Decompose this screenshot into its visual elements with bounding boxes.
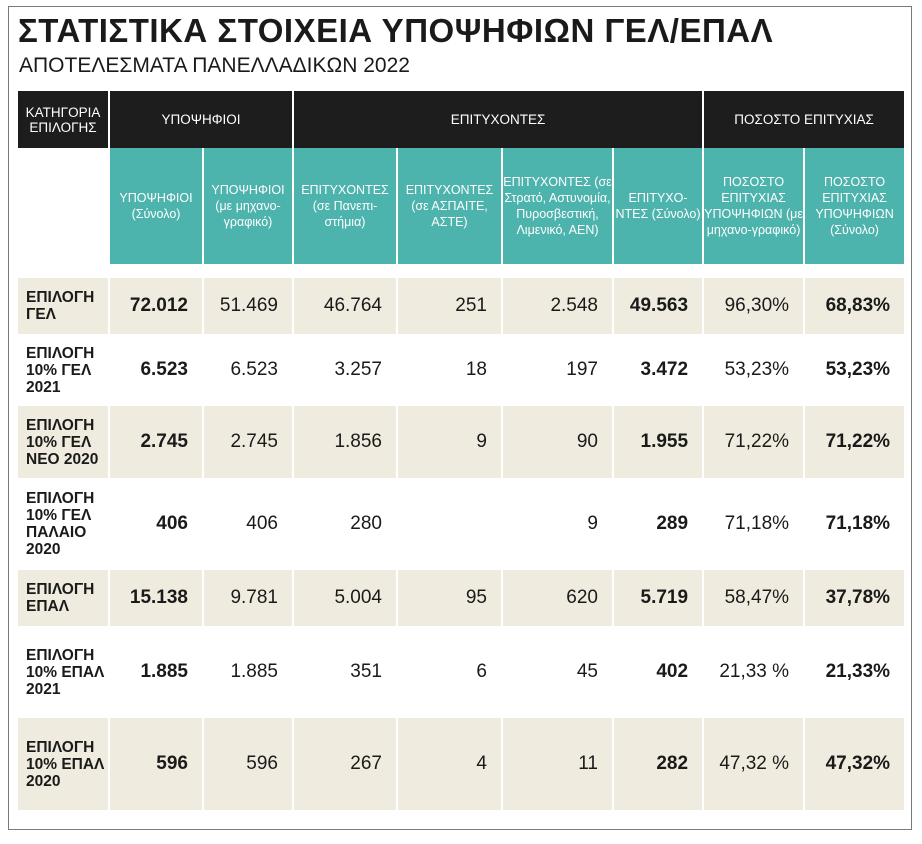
table-cell: 280 <box>294 478 398 570</box>
column-header: ΕΠΙΤΥΧΟΝΤΕΣ (σε ΑΣΠΑΙΤΕ, ΑΣΤΕ) <box>398 148 503 264</box>
header-success-rate: ΠΟΣΟΣΤΟ ΕΠΙΤΥΧΙΑΣ <box>704 91 905 148</box>
table-row: ΕΠΙΛΟΓΗ ΕΠΑΛ 15.138 9.781 5.004 95 620 5.719 58… <box>18 570 905 626</box>
table-cell: 4 <box>398 718 503 810</box>
column-header: ΥΠΟΨΗΦΙΟΙ (Σύνολο) <box>110 148 204 264</box>
row-label: ΕΠΙΛΟΓΗ 10% ΕΠΑΛ 2021 <box>18 626 110 718</box>
page-title: ΣΤΑΤΙΣΤΙΚΑ ΣΤΟΙΧΕΙΑ ΥΠΟΨΗΦΙΩΝ ΓΕΛ/ΕΠΑΛ <box>18 12 774 49</box>
table-cell: 267 <box>294 718 398 810</box>
table-cell: 2.745 <box>110 406 204 478</box>
table-cell: 3.472 <box>614 334 705 406</box>
table-cell: 53,23% <box>704 334 806 406</box>
column-header: ΕΠΙΤΥΧΟΝΤΕΣ (σε Πανεπι-στήμια) <box>294 148 398 264</box>
table-row: ΕΠΙΛΟΓΗ 10% ΕΠΑΛ 2021 1.885 1.885 351 6 45 402… <box>18 626 905 718</box>
table-cell: 71,18% <box>704 478 806 570</box>
table-cell: 3.257 <box>294 334 398 406</box>
table-cell: 351 <box>294 626 398 718</box>
table-cell: 6.523 <box>204 334 294 406</box>
table-cell: 71,22% <box>704 406 806 478</box>
column-header: ΥΠΟΨΗΦΙΟΙ (με μηχανο-γραφικό) <box>204 148 294 264</box>
table-cell: 47,32% <box>805 718 905 810</box>
table-cell <box>398 478 503 570</box>
header-blank-cell <box>18 148 110 264</box>
header-category: ΚΑΤΗΓΟΡΙΑ ΕΠΙΛΟΓΗΣ <box>18 91 110 148</box>
row-label: ΕΠΙΛΟΓΗ 10% ΓΕΛ ΝΕΟ 2020 <box>18 406 110 478</box>
table-cell: 9 <box>503 478 614 570</box>
spacer-row <box>18 264 905 278</box>
header-successful: ΕΠΙΤΥΧΟΝΤΕΣ <box>294 91 705 148</box>
table-cell: 49.563 <box>614 278 705 334</box>
column-header: ΕΠΙΤΥΧΟΝΤΕΣ (σε Στρατό, Αστυνομία, Πυροσ… <box>503 148 614 264</box>
group-header-row: ΚΑΤΗΓΟΡΙΑ ΕΠΙΛΟΓΗΣ ΥΠΟΨΗΦΙΟΙ ΕΠΙΤΥΧΟΝΤΕΣ… <box>18 91 905 148</box>
table-cell: 596 <box>110 718 204 810</box>
row-label: ΕΠΙΛΟΓΗ ΓΕΛ <box>18 278 110 334</box>
table-cell: 1.856 <box>294 406 398 478</box>
table-cell: 15.138 <box>110 570 204 626</box>
table-cell: 2.548 <box>503 278 614 334</box>
table-cell: 1.885 <box>110 626 204 718</box>
table-cell: 90 <box>503 406 614 478</box>
table-cell: 9 <box>398 406 503 478</box>
table-row: ΕΠΙΛΟΓΗ 10% ΓΕΛ ΠΑΛΑΙΟ 2020 406 406 280 9 289… <box>18 478 905 570</box>
table-cell: 197 <box>503 334 614 406</box>
table-cell: 72.012 <box>110 278 204 334</box>
table-row: ΕΠΙΛΟΓΗ 10% ΓΕΛ 2021 6.523 6.523 3.257 18 197… <box>18 334 905 406</box>
column-header: ΕΠΙΤΥΧΟ-ΝΤΕΣ (Σύνολο) <box>614 148 705 264</box>
table-cell: 71,18% <box>805 478 905 570</box>
table-cell: 406 <box>110 478 204 570</box>
row-label: ΕΠΙΛΟΓΗ ΕΠΑΛ <box>18 570 110 626</box>
header-candidates: ΥΠΟΨΗΦΙΟΙ <box>110 91 294 148</box>
table-cell: 596 <box>204 718 294 810</box>
table-row: ΕΠΙΛΟΓΗ 10% ΓΕΛ ΝΕΟ 2020 2.745 2.745 1.856 9… <box>18 406 905 478</box>
table-cell: 58,47% <box>704 570 806 626</box>
row-label: ΕΠΙΛΟΓΗ 10% ΓΕΛ ΠΑΛΑΙΟ 2020 <box>18 478 110 570</box>
table-cell: 620 <box>503 570 614 626</box>
table-row: ΕΠΙΛΟΓΗ 10% ΕΠΑΛ 2020 596 596 267 4 11 282 47,3… <box>18 718 905 810</box>
row-label: ΕΠΙΛΟΓΗ 10% ΕΠΑΛ 2020 <box>18 718 110 810</box>
table-cell: 96,30% <box>704 278 806 334</box>
column-header-row: ΥΠΟΨΗΦΙΟΙ (Σύνολο) ΥΠΟΨΗΦΙΟΙ (με μηχανο-… <box>18 148 905 264</box>
table-cell: 51.469 <box>204 278 294 334</box>
table-cell: 18 <box>398 334 503 406</box>
table-cell: 68,83% <box>805 278 905 334</box>
table-cell: 1.885 <box>204 626 294 718</box>
table-cell: 282 <box>614 718 705 810</box>
column-header: ΠΟΣΟΣΤΟ ΕΠΙΤΥΧΙΑΣ ΥΠΟΨΗΦΙΩΝ (με μηχανο-γ… <box>704 148 806 264</box>
row-label: ΕΠΙΛΟΓΗ 10% ΓΕΛ 2021 <box>18 334 110 406</box>
table-cell: 45 <box>503 626 614 718</box>
table-cell: 6.523 <box>110 334 204 406</box>
statistics-table: ΚΑΤΗΓΟΡΙΑ ΕΠΙΛΟΓΗΣ ΥΠΟΨΗΦΙΟΙ ΕΠΙΤΥΧΟΝΤΕΣ… <box>18 91 905 810</box>
table-cell: 251 <box>398 278 503 334</box>
table-cell: 71,22% <box>805 406 905 478</box>
table-cell: 95 <box>398 570 503 626</box>
table-cell: 5.719 <box>614 570 705 626</box>
table-cell: 2.745 <box>204 406 294 478</box>
table-cell: 53,23% <box>805 334 905 406</box>
table-cell: 9.781 <box>204 570 294 626</box>
table-cell: 1.955 <box>614 406 705 478</box>
table-row: ΕΠΙΛΟΓΗ ΓΕΛ 72.012 51.469 46.764 251 2.548 49.… <box>18 278 905 334</box>
table-cell: 21,33 % <box>704 626 806 718</box>
table-cell: 5.004 <box>294 570 398 626</box>
table-cell: 21,33% <box>805 626 905 718</box>
table-cell: 46.764 <box>294 278 398 334</box>
table-cell: 406 <box>204 478 294 570</box>
table-cell: 289 <box>614 478 705 570</box>
table-cell: 11 <box>503 718 614 810</box>
table-cell: 37,78% <box>805 570 905 626</box>
page-subtitle: ΑΠΟΤΕΛΕΣΜΑΤΑ ΠΑΝΕΛΛΑΔΙΚΩΝ 2022 <box>19 54 410 77</box>
infographic-frame <box>8 6 912 830</box>
column-header: ΠΟΣΟΣΤΟ ΕΠΙΤΥΧΙΑΣ ΥΠΟΨΗΦΙΩΝ (Σύνολο) <box>805 148 905 264</box>
table-body: ΕΠΙΛΟΓΗ ΓΕΛ 72.012 51.469 46.764 251 2.548 49.… <box>18 278 905 810</box>
table-cell: 402 <box>614 626 705 718</box>
table-cell: 47,32 % <box>704 718 806 810</box>
table-cell: 6 <box>398 626 503 718</box>
